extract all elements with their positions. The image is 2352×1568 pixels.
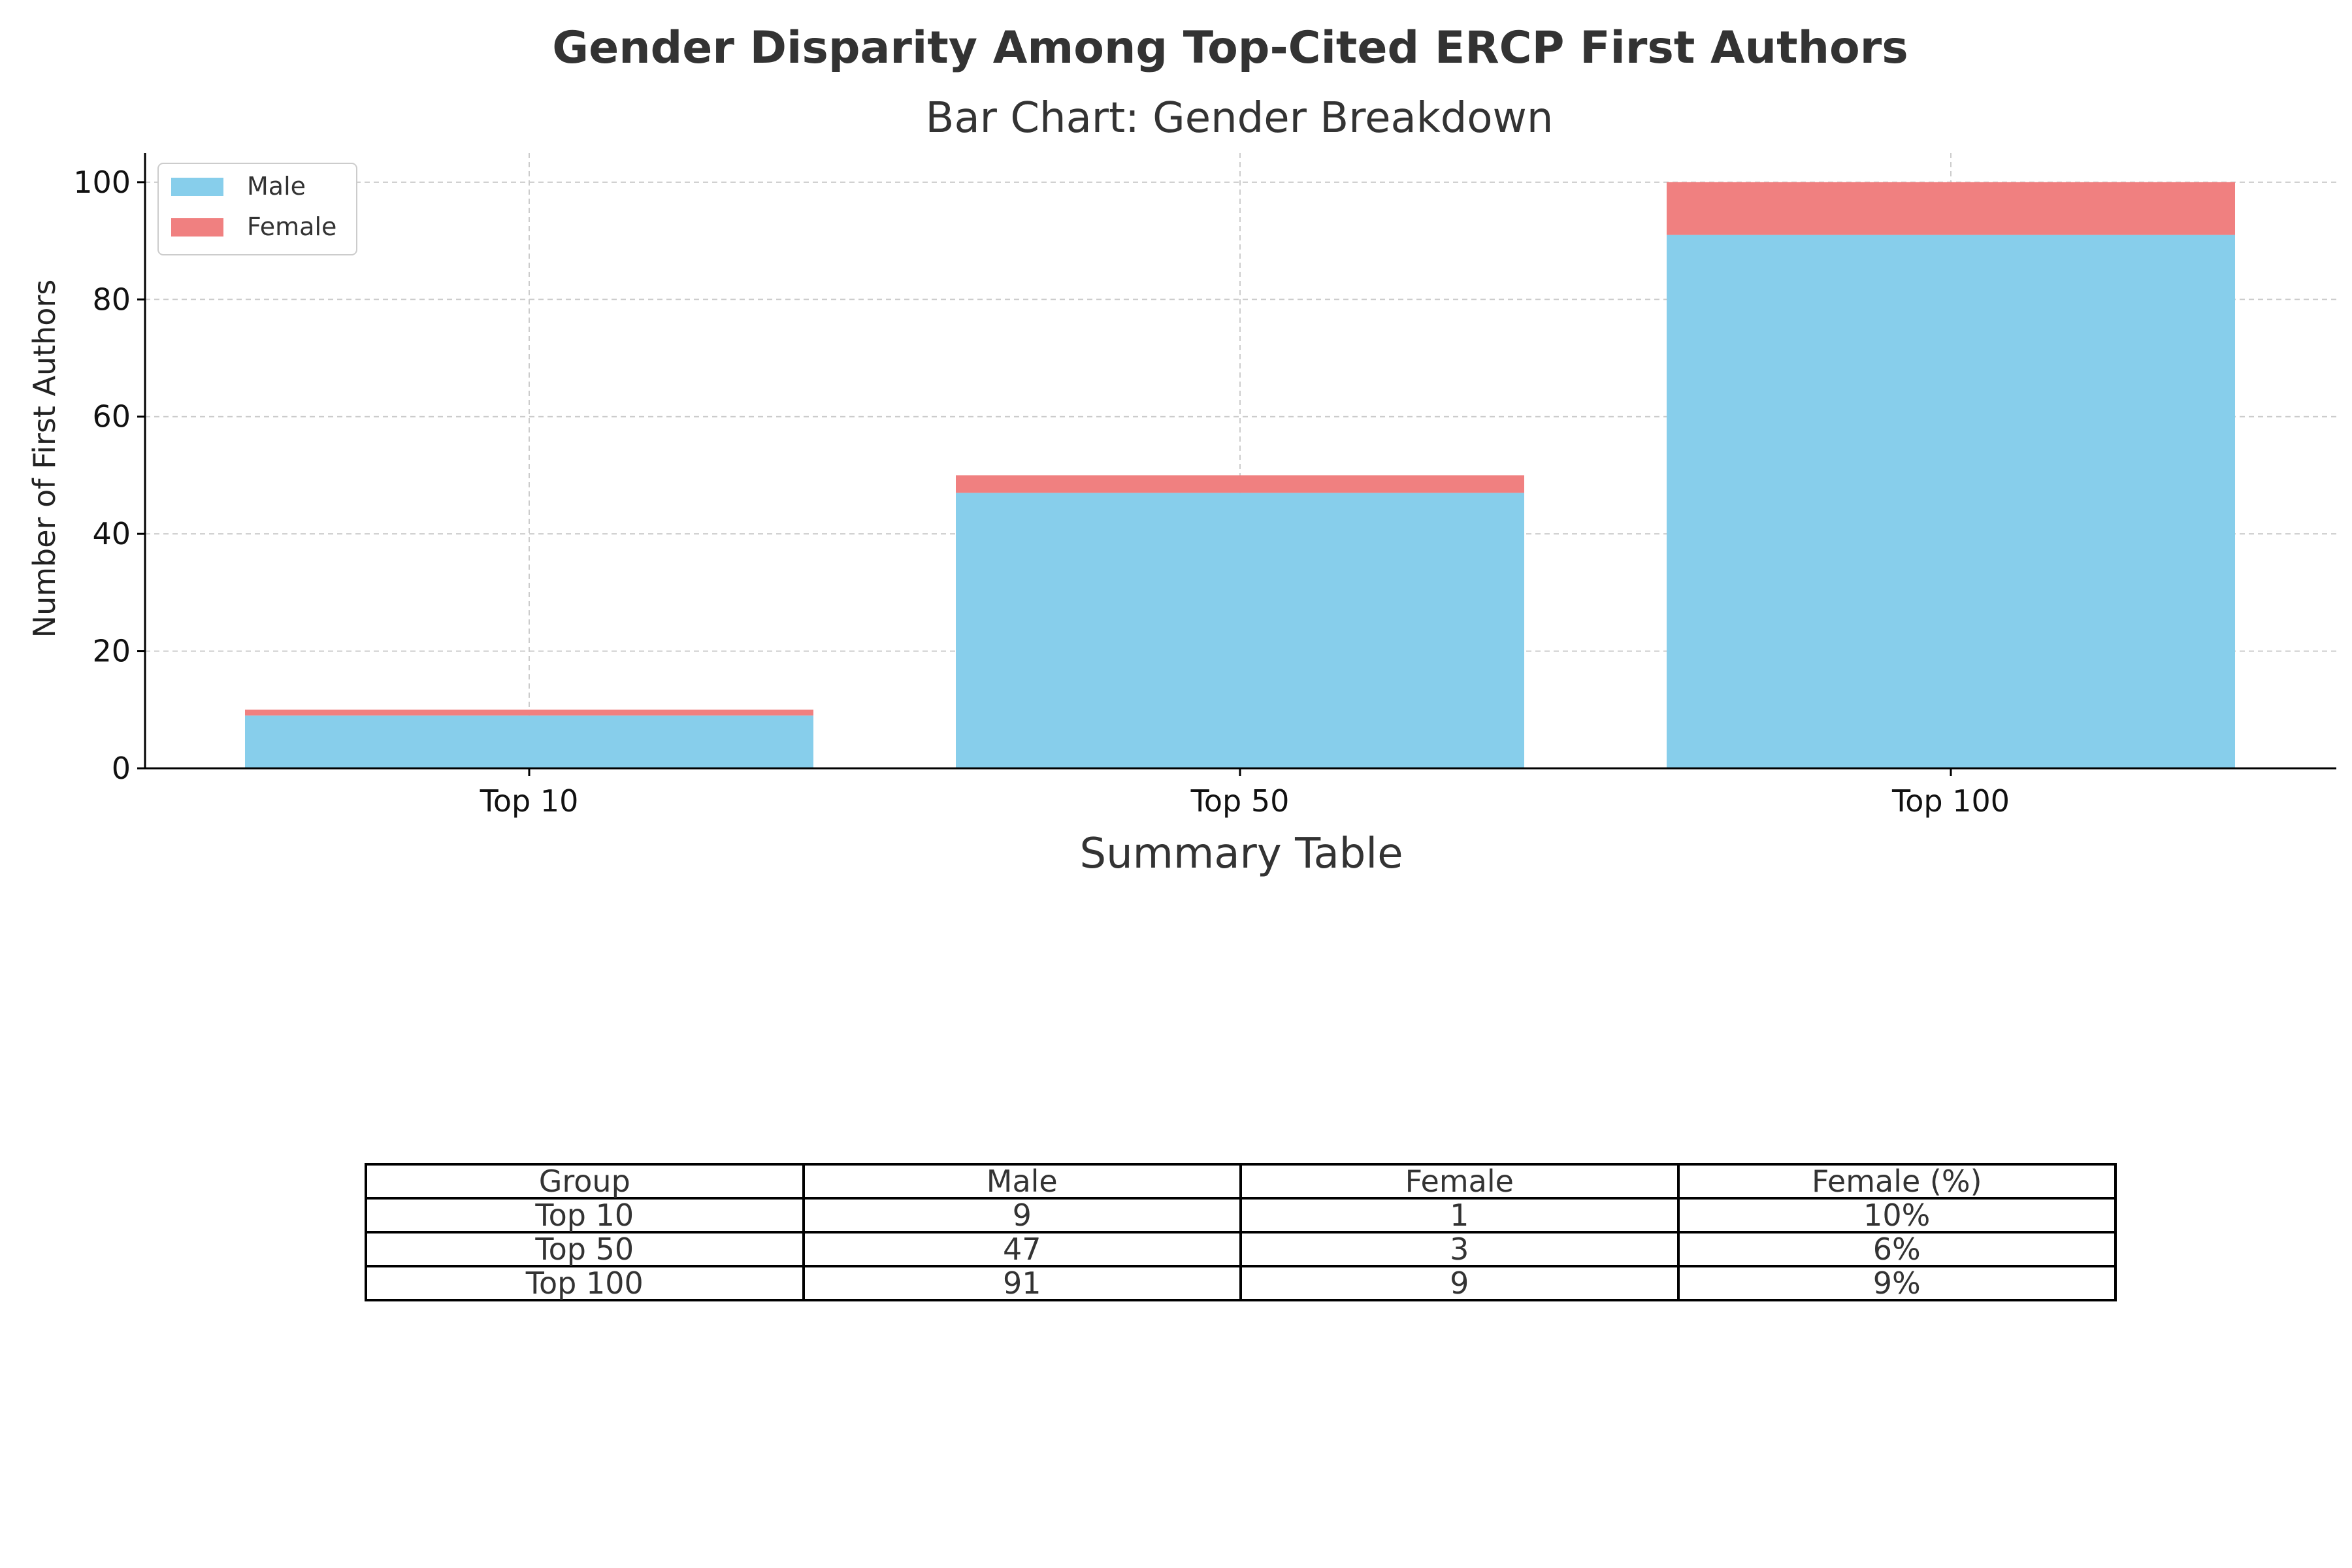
legend-label-female: Female (247, 212, 336, 241)
table-body: Group Male Female Female (%) Top 10 9 1 10% Top … (365, 1163, 2117, 1301)
table-cell: 47 (802, 1231, 1242, 1267)
table-row: Top 100 91 9 9% (365, 1265, 2117, 1301)
y-tick-label: 20 (92, 634, 131, 669)
table-cell: 10% (1676, 1197, 2117, 1233)
y-tick-label: 80 (92, 282, 131, 317)
chart-subtitle: Bar Chart: Gender Breakdown (926, 94, 1554, 142)
table-header-cell: Male (802, 1163, 1242, 1200)
table-cell: 9 (1239, 1265, 1680, 1301)
table-cell: 91 (802, 1265, 1242, 1301)
y-tick-label: 60 (92, 399, 131, 434)
y-tick-label: 40 (92, 516, 131, 551)
table-cell: 6% (1676, 1231, 2117, 1267)
table-cell: Top 100 (365, 1265, 805, 1301)
legend-swatch-male (171, 178, 223, 196)
table-cell: Top 50 (365, 1231, 805, 1267)
table-cell: 3 (1239, 1231, 1680, 1267)
table-header-row: Group Male Female Female (%) (365, 1163, 2117, 1200)
bar-chart: Gender Disparity Among Top-Cited ERCP Fi… (27, 22, 2336, 819)
bar-male-top-50 (956, 493, 1524, 768)
x-tick-label: Top 50 (1190, 783, 1290, 819)
bars (245, 182, 2235, 769)
table-row: Top 50 47 3 6% (365, 1231, 2117, 1267)
bar-female-top-100 (1667, 182, 2235, 235)
table-header-cell: Female (%) (1676, 1163, 2117, 1200)
bar-female-top-10 (245, 710, 813, 716)
table-title: Summary Table (1079, 830, 1403, 878)
table-cell: 1 (1239, 1197, 1680, 1233)
x-tick-label: Top 10 (480, 783, 579, 819)
table-cell: 9 (802, 1197, 1242, 1233)
table-cell: 9% (1676, 1265, 2117, 1301)
table-row: Top 10 9 1 10% (365, 1197, 2117, 1233)
legend-label-male: Male (247, 172, 306, 201)
ticks: 0 20 40 60 80 100 Top 10 Top 50 Top 100 (73, 165, 2010, 819)
x-tick-label: Top 100 (1891, 783, 2010, 819)
legend-swatch-female (171, 218, 223, 237)
bar-female-top-50 (956, 475, 1524, 493)
y-tick-label: 0 (112, 751, 131, 786)
table-cell: Top 10 (365, 1197, 805, 1233)
y-axis-label: Number of First Authors (27, 280, 62, 638)
table-header-cell: Female (1239, 1163, 1680, 1200)
y-tick-label: 100 (73, 165, 131, 200)
legend: Male Female (157, 163, 357, 255)
summary-table: Group Male Female Female (%) Top 10 9 1 10% Top … (365, 1163, 2117, 1301)
chart-title: Gender Disparity Among Top-Cited ERCP Fi… (552, 22, 1908, 74)
bar-male-top-10 (245, 715, 813, 768)
table-header-cell: Group (365, 1163, 805, 1200)
bar-male-top-100 (1667, 235, 2235, 769)
